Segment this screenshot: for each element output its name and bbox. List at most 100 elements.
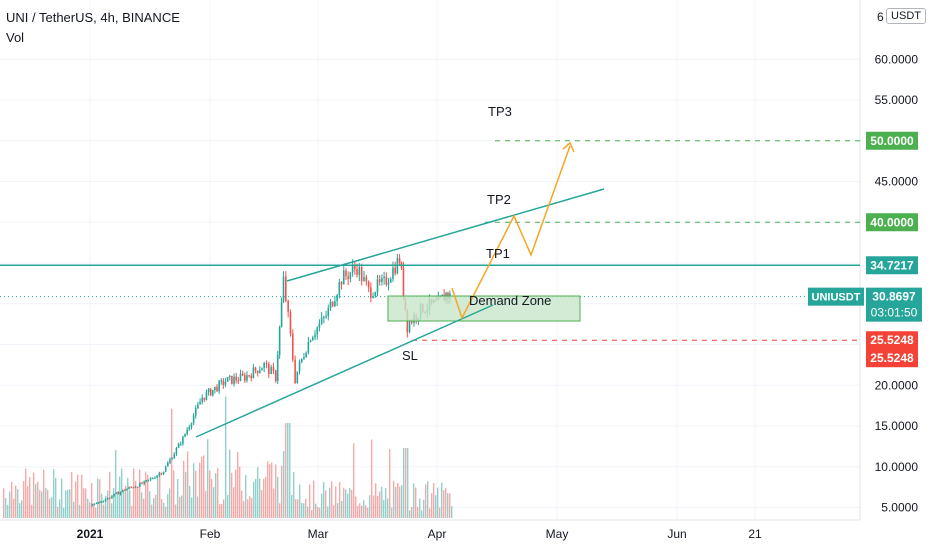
volume-bar (357, 506, 359, 518)
volume-bar (405, 448, 407, 518)
volume-bar (293, 471, 295, 518)
candle-body (203, 397, 206, 400)
candle-body (349, 272, 352, 280)
volume-bar (105, 495, 107, 518)
candle-body (190, 423, 193, 428)
volume-bar (365, 505, 367, 518)
volume-bar (229, 449, 231, 518)
candle-body (162, 471, 165, 475)
candle-body (282, 276, 285, 303)
channel-upper-line (286, 188, 605, 282)
candle-body (287, 300, 289, 312)
volume-bar (55, 478, 57, 518)
candle-body (385, 276, 388, 285)
volume-bar (279, 503, 281, 518)
candle-body (167, 462, 169, 467)
candle-body (207, 388, 210, 393)
volume-bar (399, 486, 401, 518)
volume-bar (9, 491, 11, 518)
candle-body (250, 375, 253, 379)
volume-bar (211, 478, 213, 518)
volume-bar (153, 497, 155, 518)
volume-bar (135, 480, 137, 518)
volume-bar (181, 495, 183, 518)
candle-body (367, 281, 370, 288)
candle-body (291, 333, 294, 360)
volume-bar (125, 485, 127, 518)
volume-bar (243, 501, 245, 518)
volume-bar (393, 480, 395, 518)
candle-body (171, 458, 173, 460)
volume-bar (335, 486, 337, 518)
candle-body (237, 380, 240, 382)
candle-body (342, 270, 345, 285)
symbol-title[interactable]: UNI / TetherUS, 4h, BINANCE (6, 10, 180, 25)
resistance-price-badge-bg (866, 256, 918, 275)
volume-bar (175, 504, 177, 518)
volume-bar (163, 502, 165, 518)
volume-bar (253, 481, 255, 518)
candle-body (312, 337, 314, 341)
volume-bar (5, 498, 7, 518)
currency-badge[interactable]: USDT (886, 8, 926, 24)
volume-bar (201, 456, 203, 518)
candle-body (316, 327, 319, 335)
channel-lower-line (195, 304, 494, 438)
candle-body (124, 489, 126, 491)
candle-body (392, 267, 394, 280)
candle-body (211, 389, 214, 396)
volume-bar (51, 497, 53, 518)
sl-price-badge-bg (866, 331, 918, 368)
volume-bar (419, 498, 421, 518)
candle-body (318, 323, 321, 328)
volume-bar (367, 507, 369, 518)
candle-body (276, 355, 279, 382)
candle-body (298, 362, 301, 372)
volume-bar (189, 485, 191, 518)
candle-body (280, 302, 283, 327)
volume-bar (111, 503, 113, 518)
candle-body (354, 266, 356, 270)
volume-bar (209, 470, 211, 518)
candle-body (336, 295, 338, 302)
volume-bar (221, 504, 223, 518)
volume-bar (439, 507, 441, 518)
candle-body (220, 380, 223, 382)
volume-bar (73, 501, 75, 518)
volume-bar (59, 499, 61, 518)
volume-bar (199, 462, 201, 518)
volume-bar (411, 506, 413, 518)
volume-bar (191, 497, 193, 518)
volume-bar (351, 489, 353, 518)
volume-bar (117, 491, 119, 518)
volume-bar (371, 439, 373, 518)
candle-body (209, 388, 212, 396)
volume-bar (423, 499, 425, 518)
candle-body (331, 301, 334, 307)
volume-bar (121, 468, 123, 518)
price-tick-label: 10.0000 (875, 460, 919, 474)
candle-body (246, 375, 248, 381)
volume-bar (239, 466, 241, 518)
candle-body (263, 363, 265, 369)
volume-bar (385, 487, 387, 518)
candle-body (216, 386, 218, 392)
volume-bar (441, 482, 443, 518)
candle-body (117, 492, 120, 495)
candle-body (136, 486, 139, 488)
volume-bar (443, 490, 445, 518)
volume-bar (289, 423, 291, 518)
candle-body (100, 501, 102, 503)
candle-body (239, 373, 242, 381)
candle-body (363, 277, 365, 282)
volume-bar (315, 503, 317, 518)
volume-bar (319, 507, 321, 518)
volume-bar (307, 506, 309, 518)
volume-indicator-label[interactable]: Vol (6, 30, 25, 45)
candle-body (145, 480, 148, 482)
volume-bar (143, 498, 145, 518)
volume-bar (25, 468, 27, 518)
volume-bar (303, 503, 305, 518)
volume-bar (81, 474, 83, 518)
